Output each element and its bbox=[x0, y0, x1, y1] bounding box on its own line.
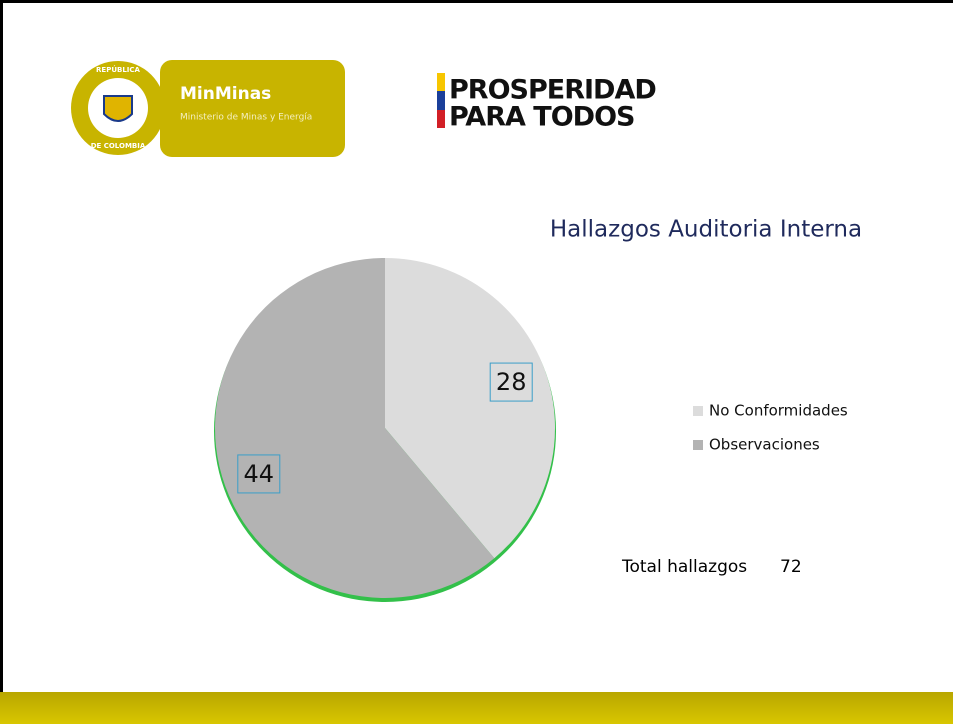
data-label: 44 bbox=[244, 460, 275, 488]
seal-text: REPÚBLICA bbox=[96, 65, 141, 74]
data-label-box bbox=[237, 454, 281, 494]
brand-box bbox=[160, 60, 345, 157]
flag-red bbox=[437, 110, 445, 128]
total-value: 72 bbox=[780, 557, 802, 577]
brand: MinMinas bbox=[180, 84, 271, 104]
slogan: PROSPERIDAD bbox=[449, 75, 656, 106]
data-label-box bbox=[489, 362, 533, 402]
legend-label: No Conformidades bbox=[709, 402, 848, 420]
flag-yellow bbox=[437, 73, 445, 91]
shield bbox=[103, 95, 133, 122]
legend-swatch bbox=[693, 440, 703, 450]
pie-slice bbox=[214, 258, 495, 598]
slogan: PARA TODOS bbox=[449, 102, 634, 133]
chart-title: Hallazgos Auditoria Interna bbox=[550, 217, 862, 243]
footer-band bbox=[0, 692, 953, 724]
seal-text: DE COLOMBIA bbox=[91, 142, 146, 150]
brand-subtitle: Ministerio de Minas y Energía bbox=[180, 113, 312, 123]
total-label: Total hallazgos bbox=[621, 557, 747, 577]
flag-blue bbox=[437, 91, 445, 110]
data-label: 28 bbox=[496, 368, 527, 396]
legend-swatch bbox=[693, 406, 703, 416]
legend-label: Observaciones bbox=[709, 436, 820, 454]
pie-slice bbox=[385, 258, 555, 559]
